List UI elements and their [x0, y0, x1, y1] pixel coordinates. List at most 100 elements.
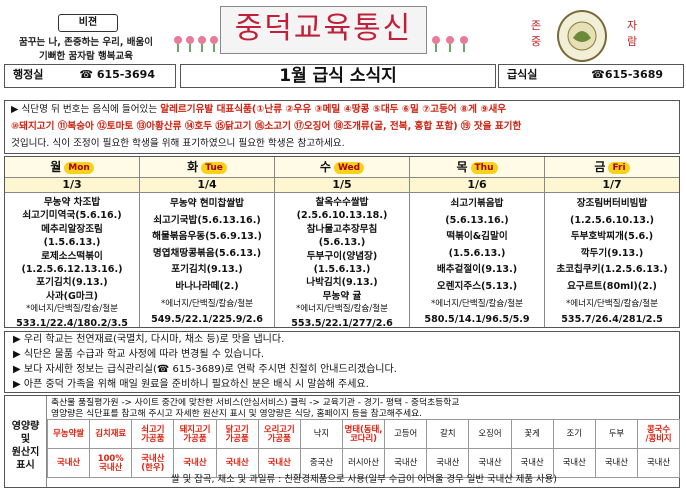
motto-line: 기뻐한 꿈자람 행복교육: [38, 51, 133, 62]
meal-phone: ☎615-3689: [591, 68, 663, 81]
origin-label: 영양량 및 원산지 표시: [5, 396, 47, 487]
menu-item: 포기김치(9.13.): [36, 277, 108, 289]
menu-item: 무농약 귤: [322, 290, 362, 302]
origin-item: 무농약쌀: [47, 419, 91, 449]
menu-item: 포기김치(9.13.): [171, 264, 243, 276]
menu-item: 쇠고기미역국(5.6.16.): [22, 210, 122, 222]
day-name: 금: [594, 160, 606, 174]
day-badge: Wed: [333, 162, 365, 174]
note-line: ▶ 우리 학교는 천연재료(국멸치, 다시마, 채소 등)로 맛을 냅니다.: [13, 334, 285, 345]
origin-box: 영양량 및 원산지 표시 축산물 품질평가원 -> 사이트 중간에 맞찬한 서비…: [4, 395, 681, 488]
note-text: 우리 학교는 천연재료(국멸치, 다시마, 채소 등)로 맛을 냅니다.: [23, 334, 285, 345]
note-text: 보다 자세한 정보는 급식관리실(☎ 615-3689)로 연락 주시면 친절히…: [23, 364, 397, 375]
day-header: 화 Tue: [140, 157, 274, 178]
newsletter-title: 중덕교육통신: [234, 11, 413, 46]
allergen-list: ⑩돼지고기 ⑪복숭아 ⑫토마토 ⑬아황산류 ⑭호두 ⑮닭고기 ⑯소고기 ⑰오징어…: [11, 121, 522, 132]
nutrition-note: *에너지/단백질/칼슘/철분: [565, 298, 659, 309]
origin-item: 오리고기 가공품: [257, 419, 301, 449]
note-line: ▶ 아픈 중덕 가족을 위해 매일 원료을 준비하니 필요하신 분은 배식 시 …: [13, 379, 369, 390]
origin-items-row: 무농약쌀 김치재료 쇠고기 가공품 돼지고기 가공품 닭고기 가공품 오리고기 …: [47, 419, 681, 449]
day-name: 월: [50, 160, 62, 174]
menu-item: 로제소스떡볶이: [41, 250, 103, 262]
menu-items: 무농약 차조밥 쇠고기미역국(5.6.16.) 메추리알장조림 (1.5.6.1…: [5, 193, 139, 330]
day-header: 목 Thu: [410, 157, 544, 178]
day-column-wed: 수 Wed 1/5 찰옥수수쌀밥 (2.5.6.10.13.18.) 참나물고추장…: [275, 157, 410, 330]
day-column-mon: 월 Mon 1/3 무농약 차조밥 쇠고기미역국(5.6.16.) 메추리알장조림…: [5, 157, 140, 330]
day-header: 월 Mon: [5, 157, 139, 178]
motto: 꿈꾸는 나, 존중하는 우리, 배움이 기뻐한 꿈자람 행복교육: [6, 36, 166, 64]
title-box: 중덕교육통신: [220, 6, 427, 54]
origin-item: 두부: [594, 419, 638, 449]
origin-item: 명태(동태, 코다리): [341, 419, 386, 449]
origin-item: 고등어: [384, 419, 428, 449]
notice-text: 식단명 뒤 번호는 음식에 들어있는: [21, 104, 161, 115]
menu-item: 나박김치(9.13.): [306, 277, 378, 289]
nutrition-note: *에너지/단백질/칼슘/철분: [430, 298, 524, 309]
month-title: 1월 급식 소식지: [180, 64, 496, 88]
origin-desc-line: 축산물 품질평가원 -> 사이트 중간에 맞찬한 서비스(안심서비스) 클릭 -…: [51, 398, 460, 408]
office-contact: 행정실 ☎ 615-3694: [4, 64, 176, 88]
nutrition-values: 580.5/14.1/96.5/5.9: [424, 314, 530, 326]
menu-items: 찰옥수수쌀밥 (2.5.6.10.13.18.) 참나물고추장무침 (5.6.1…: [275, 193, 409, 330]
origin-table: 무농약쌀 김치재료 쇠고기 가공품 돼지고기 가공품 닭고기 가공품 오리고기 …: [47, 419, 681, 478]
menu-item: 해물볶음우동(5.6.9.13.): [152, 231, 262, 243]
nutrition-note: *에너지/단백질/칼슘/철분: [295, 304, 389, 315]
header: 비젼 꿈꾸는 나, 존중하는 우리, 배움이 기뻐한 꿈자람 행복교육 중덕교육…: [0, 0, 686, 92]
day-column-fri: 금 Fri 1/7 장조림버터비빔밥 (1.2.5.6.10.13.) 두부호박찌…: [545, 157, 679, 327]
notice-text: 것입니다. 식이 조정이 필요한 학생을 위해 표기하였으니 필요한 학생은 참…: [11, 138, 345, 149]
menu-item: (1.2.5.6.10.13.): [569, 214, 655, 226]
menu-items: 쇠고기볶음밥 (5.6.13.16.) 떡볶이&김말이 (1.5.6.13.) …: [410, 193, 544, 329]
day-date: 1/3: [5, 178, 139, 193]
day-header: 수 Wed: [275, 157, 409, 178]
school-seal-icon: [557, 10, 607, 62]
origin-footer: 쌀 및 잡곡, 채소 및 과일류 : 친환경제품으로 사용(일부 수급이 어려울…: [171, 474, 557, 485]
note-line: ▶ 식단은 물품 수급과 학교 사정에 따라 변경될 수 있습니다.: [13, 349, 265, 360]
note-text: 아픈 중덕 가족을 위해 매일 원료을 준비하니 필요하신 분은 배식 시 말씀…: [23, 379, 369, 390]
tulip-decoration-icon: [174, 36, 218, 52]
day-header: 금 Fri: [545, 157, 679, 178]
day-date: 1/5: [275, 178, 409, 193]
menu-item: 무농약 차조밥: [43, 197, 101, 208]
menu-item: 장조림버터비빔밥: [576, 198, 648, 209]
day-date: 1/4: [140, 178, 274, 193]
origin-item: 갈치: [426, 419, 470, 449]
day-name: 화: [187, 160, 199, 174]
school-emblem: 존 중 자 람: [507, 10, 677, 62]
menu-item: 쇠고기볶음밥: [450, 198, 504, 209]
origin-item: 조기: [552, 419, 596, 449]
menu-item: 초코칩쿠키(1.2.5.6.13.): [556, 264, 668, 276]
origin-item: 닭고기 가공품: [215, 419, 259, 449]
menu-item: 두부호박찌개(5.6.): [570, 231, 654, 243]
origin-desc-line: 영양량은 식단표를 참고해 주시고 자세한 원산지 표시 및 영양량은 식당, …: [51, 409, 422, 419]
menu-item: 사과(G마크): [46, 290, 98, 302]
nutrition-values: 533.1/22.4/180.2/3.5: [16, 317, 128, 329]
vision-tag: 비젼: [58, 14, 118, 32]
origin-description: 축산물 품질평가원 -> 사이트 중간에 맞찬한 서비스(안심서비스) 클릭 -…: [51, 398, 677, 420]
origin-item: 꽃게: [510, 419, 554, 449]
note-line: ▶ 보다 자세한 정보는 급식관리실(☎ 615-3689)로 연락 주시면 친…: [13, 364, 397, 375]
day-name: 목: [456, 160, 468, 174]
origin-item: 낙지: [299, 419, 343, 449]
day-date: 1/7: [545, 178, 679, 193]
day-badge: Fri: [608, 162, 630, 174]
note-text: 식단은 물품 수급과 학교 사정에 따라 변경될 수 있습니다.: [23, 349, 265, 360]
menu-item: 바나나라떼(2.): [175, 280, 239, 292]
day-column-tue: 화 Tue 1/4 무농약 현미찹쌀밥 쇠고기국밥(5.6.13.16.) 해물볶…: [140, 157, 275, 327]
allergen-list: 알레르기유발 대표식품(①난류 ②우유 ③메밀 ④땅콩 ⑤대두 ⑥밀 ⑦고등어 …: [160, 104, 507, 115]
menu-item: 쇠고기국밥(5.6.13.16.): [153, 214, 261, 226]
menu-item: 요구르트(80ml)(2.): [567, 280, 657, 292]
nutrition-note: *에너지/단백질/칼슘/철분: [25, 304, 119, 315]
meal-label: 급식실: [507, 68, 538, 81]
menu-item: 명엽채땅콩볶음(5.6.13.): [152, 247, 262, 259]
emblem-text-right: 자 람: [626, 19, 638, 48]
menu-item: (1.5.6.13.): [43, 237, 101, 249]
origin-item: 오징어: [468, 419, 512, 449]
menu-item: (5.6.13.16.): [445, 214, 509, 226]
menu-item: 메추리알장조림: [41, 223, 103, 235]
menu-item: 두부구이(양념장): [306, 250, 378, 262]
menu-item: (2.5.6.10.13.18.): [296, 210, 388, 222]
menu-item: 참나물고추장무침: [306, 223, 378, 235]
menu-item: 찰옥수수쌀밥: [315, 197, 369, 208]
notes-box: ▶ 우리 학교는 천연재료(국멸치, 다시마, 채소 등)로 맛을 냅니다. ▶…: [4, 331, 680, 393]
